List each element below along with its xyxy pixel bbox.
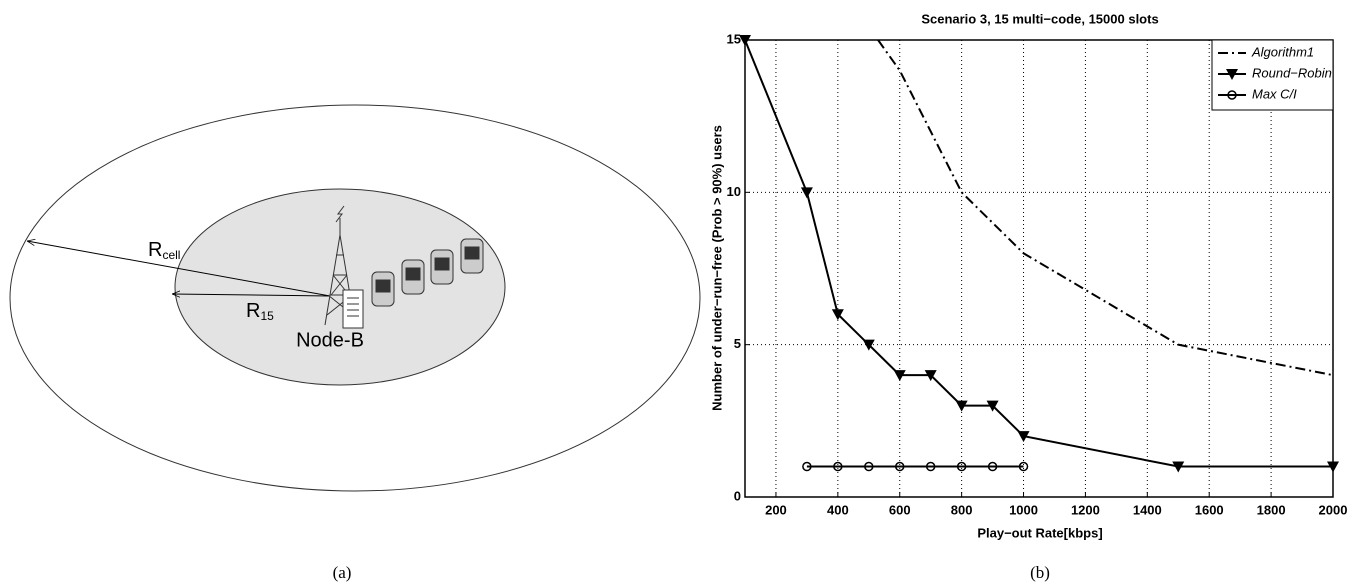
tower xyxy=(324,205,364,329)
y-axis-label: Number of under−run−free (Prob > 90%) us… xyxy=(709,125,724,411)
marker xyxy=(1172,461,1185,473)
marker xyxy=(986,400,999,412)
r-15-label: R15 xyxy=(246,300,274,323)
x-tick-label: 400 xyxy=(827,502,849,517)
marker xyxy=(924,370,937,382)
cell-ellipse xyxy=(9,104,701,492)
caption: (a) xyxy=(333,563,352,582)
x-tick-label: 1800 xyxy=(1257,502,1286,517)
marker xyxy=(802,461,812,472)
marker xyxy=(987,461,998,472)
series-line xyxy=(877,39,1334,377)
x-tick-label: 800 xyxy=(951,502,973,517)
marker xyxy=(955,400,968,412)
marker xyxy=(862,339,875,351)
x-tick-label: 2000 xyxy=(1319,502,1348,517)
x-axis-label: Play−out Rate[kbps] xyxy=(977,525,1102,540)
node-label: Node-B xyxy=(296,329,364,351)
arrow-cell xyxy=(27,241,331,297)
arrow-15 xyxy=(172,294,331,296)
marker xyxy=(831,309,844,321)
legend-label: Algorithm1 xyxy=(1251,44,1314,59)
marker xyxy=(1327,461,1339,473)
marker xyxy=(925,461,936,472)
y-tick-label: 15 xyxy=(727,31,741,46)
plot-frame xyxy=(744,39,1334,498)
x-tick-label: 1200 xyxy=(1071,502,1100,517)
marker xyxy=(864,461,874,472)
diagram: Rcell R15 Node-B (a) xyxy=(9,104,701,582)
y-tick-label: 5 xyxy=(734,336,741,351)
marker xyxy=(833,461,843,472)
legend-label: Max C/I xyxy=(1252,86,1297,101)
chart-title: Scenario 3, 15 multi−code, 15000 slots xyxy=(921,11,1158,26)
marker xyxy=(1017,431,1030,443)
x-tick-label: 200 xyxy=(765,502,787,517)
marker xyxy=(739,35,751,46)
x-tick-label: 600 xyxy=(889,502,911,517)
legend-marker xyxy=(1227,90,1237,100)
marker xyxy=(800,187,813,199)
marker xyxy=(956,461,967,472)
y-tick-label: 0 xyxy=(734,488,741,503)
x-tick-label: 1600 xyxy=(1195,502,1224,517)
marker xyxy=(1018,461,1029,472)
caption: (b) xyxy=(1030,563,1050,582)
legend-marker xyxy=(1226,69,1238,80)
inner-ellipse xyxy=(174,188,506,386)
marker xyxy=(893,370,906,382)
phones xyxy=(371,238,484,307)
legend-label: Round−Robin xyxy=(1252,65,1332,80)
chart: Scenario 3, 15 multi−code, 15000 slots P… xyxy=(709,11,1347,581)
x-tick-label: 1400 xyxy=(1133,502,1162,517)
y-tick-label: 10 xyxy=(727,184,741,199)
x-tick-label: 1000 xyxy=(1009,502,1038,517)
r-cell-label: Rcell xyxy=(148,239,180,262)
marker xyxy=(894,461,905,472)
